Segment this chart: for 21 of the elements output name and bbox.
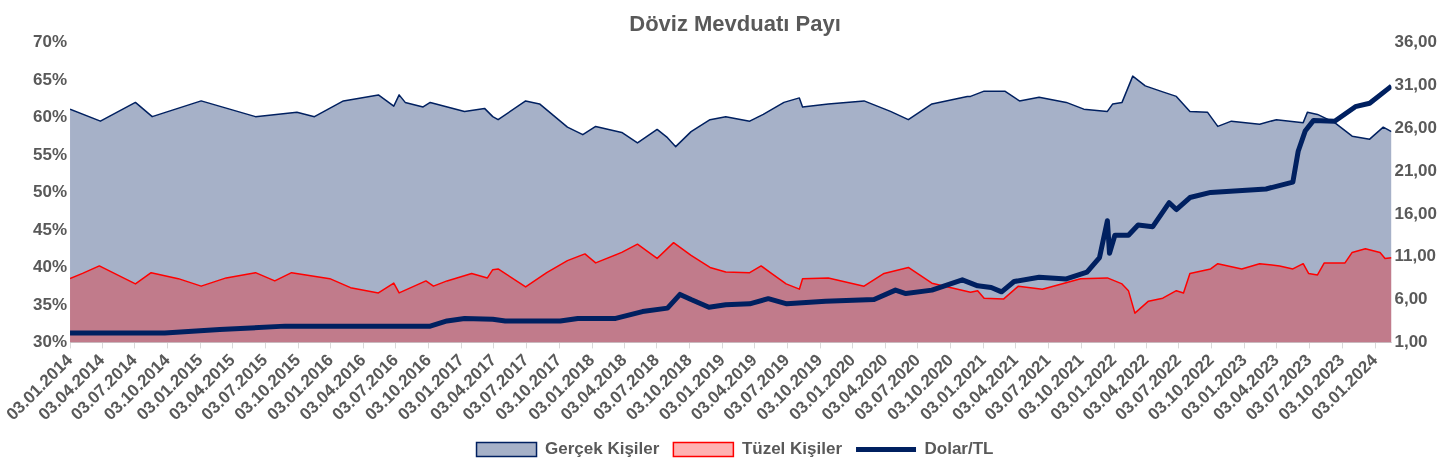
y2-tick-label: 36,00 <box>1394 32 1438 52</box>
chart-title: Döviz Mevduatı Payı <box>629 11 841 37</box>
legend-label: Gerçek Kişiler <box>545 439 660 459</box>
y2-tick-label: 11,00 <box>1394 246 1437 266</box>
y-tick-label: 65% <box>32 69 68 89</box>
y-tick-label: 35% <box>32 294 68 314</box>
legend-label: Dolar/TL <box>924 439 994 459</box>
y-tick-label: 45% <box>32 219 68 239</box>
y-tick-label: 40% <box>32 257 68 277</box>
legend-label: Tüzel Kişiler <box>741 439 843 459</box>
y2-tick-label: 21,00 <box>1394 160 1438 180</box>
y2-tick-label: 16,00 <box>1394 203 1438 223</box>
y-tick-label: 50% <box>32 182 68 202</box>
y-tick-label: 55% <box>32 144 68 164</box>
y2-tick-label: 26,00 <box>1394 117 1438 137</box>
y2-tick-label: 31,00 <box>1394 74 1438 94</box>
y-tick-label: 30% <box>32 332 68 352</box>
y-tick-label: 60% <box>32 107 68 127</box>
y2-tick-label: 1,00 <box>1394 332 1428 352</box>
y2-tick-label: 6,00 <box>1394 289 1428 309</box>
y-tick-label: 70% <box>32 32 68 52</box>
